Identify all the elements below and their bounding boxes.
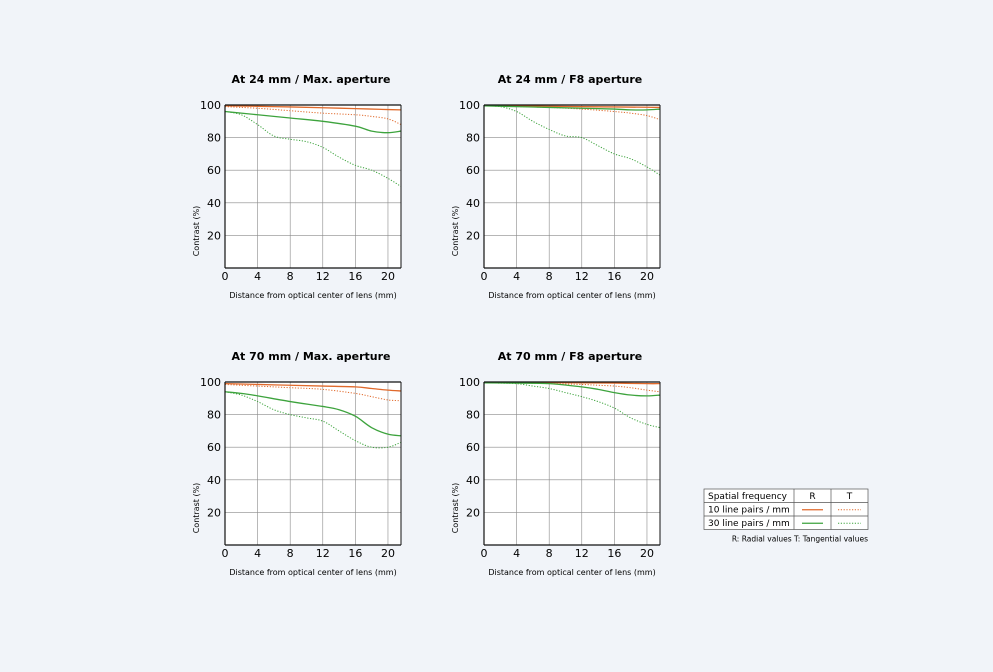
x-tick-label: 0: [481, 270, 488, 283]
plot-area: [484, 382, 660, 545]
x-tick-label: 20: [381, 270, 395, 283]
x-tick-label: 8: [546, 270, 553, 283]
chart-3: At 70 mm / Max. aperture 0 4 8 12 16 20 20 40 60 8…: [192, 350, 402, 577]
x-axis-label: Distance from optical center of lens (mm…: [229, 291, 396, 300]
x-tick-label: 0: [222, 547, 229, 560]
series-line-2: [224, 106, 402, 126]
y-tick-label: 80: [466, 132, 480, 145]
plot-area: [225, 382, 401, 545]
plot-area: [225, 105, 401, 268]
x-tick-label: 8: [287, 270, 294, 283]
y-tick-label: 60: [207, 164, 221, 177]
y-tick-label: 100: [459, 99, 480, 112]
x-tick-label: 20: [640, 547, 654, 560]
series-line-4: [224, 391, 402, 449]
series-line-3: [483, 382, 661, 397]
series-line-4: [483, 105, 661, 176]
y-tick-label: 40: [207, 474, 221, 487]
x-tick-label: 8: [546, 547, 553, 560]
series-line-3: [224, 391, 402, 437]
series-line-1: [224, 105, 402, 111]
series-line-2: [224, 383, 402, 402]
x-axis-label: Distance from optical center of lens (mm…: [229, 568, 396, 577]
series-line-4: [483, 382, 661, 429]
y-tick-label: 40: [466, 197, 480, 210]
chart-1: At 24 mm / Max. aperture 0 4 8 12 16 20 20 40 60 8…: [192, 73, 402, 300]
y-axis-label: Contrast (%): [192, 206, 201, 257]
x-tick-label: 0: [222, 270, 229, 283]
y-tick-label: 80: [207, 409, 221, 422]
chart-title: At 70 mm / Max. aperture: [232, 350, 391, 363]
x-tick-label: 20: [640, 270, 654, 283]
chart-title: At 24 mm / F8 aperture: [498, 73, 643, 86]
x-tick-label: 4: [254, 270, 261, 283]
legend-note: R: Radial values T: Tangential values: [732, 535, 868, 544]
x-tick-label: 12: [316, 270, 330, 283]
x-tick-label: 16: [348, 270, 362, 283]
y-tick-label: 80: [466, 409, 480, 422]
chart-title: At 70 mm / F8 aperture: [498, 350, 643, 363]
series-line-3: [224, 110, 402, 134]
y-tick-label: 100: [459, 376, 480, 389]
legend-col-t: T: [846, 492, 853, 502]
y-tick-label: 20: [207, 229, 221, 242]
y-axis-label: Contrast (%): [451, 483, 460, 534]
x-tick-label: 16: [607, 547, 621, 560]
x-tick-label: 8: [287, 547, 294, 560]
x-tick-label: 16: [607, 270, 621, 283]
y-tick-label: 60: [466, 164, 480, 177]
legend: Spatial frequency R T 10 line pairs / mm 30 …: [703, 488, 869, 544]
y-axis-label: Contrast (%): [451, 206, 460, 257]
x-tick-label: 12: [575, 547, 589, 560]
y-tick-label: 60: [207, 441, 221, 454]
x-tick-label: 20: [381, 547, 395, 560]
x-tick-label: 12: [575, 270, 589, 283]
legend-header: Spatial frequency: [708, 492, 788, 502]
y-tick-label: 40: [207, 197, 221, 210]
x-axis-label: Distance from optical center of lens (mm…: [488, 291, 655, 300]
y-tick-label: 100: [200, 376, 221, 389]
legend-col-r: R: [809, 492, 815, 502]
series-line-4: [224, 111, 402, 187]
x-tick-label: 12: [316, 547, 330, 560]
series-line-3: [483, 105, 661, 111]
y-tick-label: 20: [207, 506, 221, 519]
plot-area: [484, 105, 660, 268]
chart-2: At 24 mm / F8 aperture 0 4 8 12 16 20 20 40 60 80 1…: [451, 73, 661, 300]
chart-title: At 24 mm / Max. aperture: [232, 73, 391, 86]
y-tick-label: 40: [466, 474, 480, 487]
y-tick-label: 20: [466, 229, 480, 242]
series-line-1: [483, 104, 661, 109]
legend-row-label: 30 line pairs / mm: [708, 519, 790, 529]
y-tick-label: 80: [207, 132, 221, 145]
x-tick-label: 0: [481, 547, 488, 560]
legend-box: [703, 488, 869, 530]
legend-row-label: 10 line pairs / mm: [708, 506, 790, 516]
series-line-1: [224, 382, 402, 392]
x-tick-label: 4: [513, 547, 520, 560]
x-tick-label: 4: [513, 270, 520, 283]
x-tick-label: 4: [254, 547, 261, 560]
y-tick-label: 100: [200, 99, 221, 112]
y-tick-label: 20: [466, 506, 480, 519]
x-tick-label: 16: [348, 547, 362, 560]
chart-4: At 70 mm / F8 aperture 0 4 8 12 16 20 20 40 60 80 1…: [451, 350, 661, 577]
y-axis-label: Contrast (%): [192, 483, 201, 534]
x-axis-label: Distance from optical center of lens (mm…: [488, 568, 655, 577]
series-line-2: [483, 105, 661, 121]
y-tick-label: 60: [466, 441, 480, 454]
